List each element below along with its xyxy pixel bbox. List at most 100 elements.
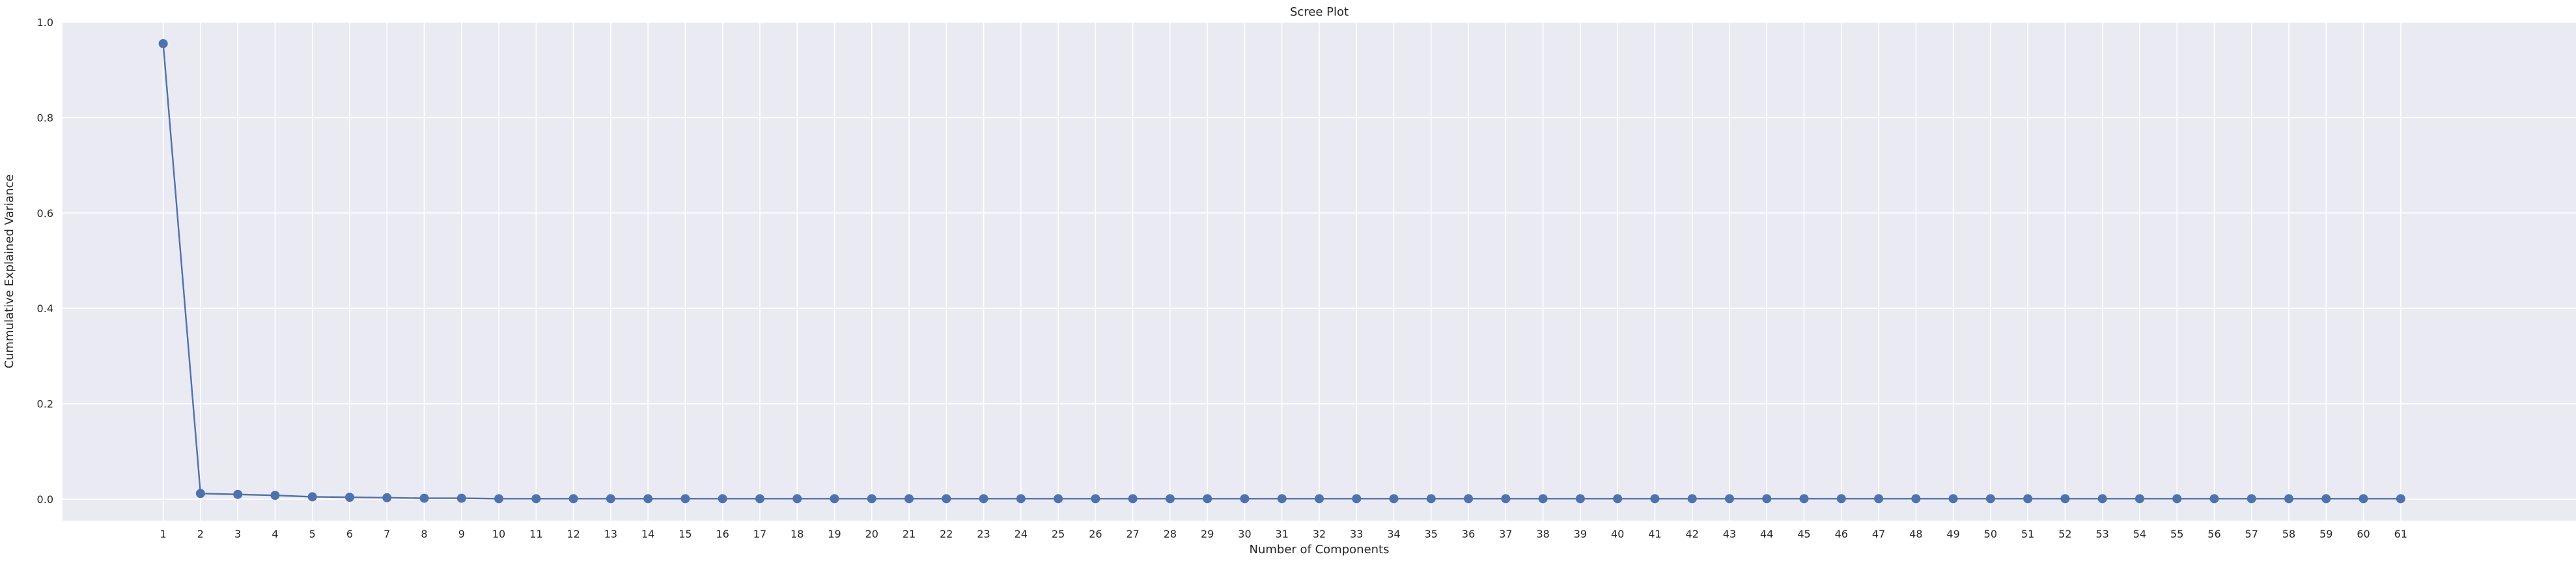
data-point — [904, 494, 914, 504]
data-point — [2172, 494, 2182, 504]
x-tick-label: 27 — [1126, 528, 1139, 540]
y-tick-label: 0.4 — [37, 302, 53, 315]
x-tick-label: 44 — [1760, 528, 1773, 540]
data-point — [979, 494, 988, 504]
x-tick-label: 36 — [1462, 528, 1475, 540]
data-point — [1240, 494, 1250, 504]
x-tick-label: 28 — [1164, 528, 1177, 540]
x-tick-label: 18 — [791, 528, 804, 540]
x-tick-label: 42 — [1686, 528, 1699, 540]
x-tick-label: 31 — [1276, 528, 1289, 540]
data-point — [2396, 494, 2405, 504]
x-tick-label: 1 — [160, 528, 167, 540]
data-point — [1985, 494, 1995, 504]
x-tick-label: 10 — [492, 528, 505, 540]
x-tick-label: 40 — [1611, 528, 1624, 540]
x-tick-label: 48 — [1909, 528, 1922, 540]
data-point — [1948, 494, 1958, 504]
x-tick-label: 6 — [346, 528, 353, 540]
x-tick-label: 16 — [716, 528, 729, 540]
data-point — [792, 494, 802, 504]
data-point — [2209, 494, 2219, 504]
x-tick-label: 45 — [1797, 528, 1810, 540]
data-point — [158, 38, 168, 48]
data-point — [195, 489, 205, 498]
series-layer — [158, 38, 2405, 504]
x-tick-label: 3 — [234, 528, 241, 540]
x-tick-label: 56 — [2207, 528, 2220, 540]
x-tick-label: 29 — [1201, 528, 1214, 540]
chart-title: Scree Plot — [1290, 5, 1349, 19]
data-point — [419, 493, 429, 503]
x-tick-label: 22 — [940, 528, 953, 540]
data-point — [1911, 494, 1921, 504]
x-tick-label: 38 — [1536, 528, 1549, 540]
data-point — [942, 494, 951, 504]
x-tick-label: 49 — [1946, 528, 1959, 540]
x-tick-label: 54 — [2133, 528, 2146, 540]
x-tick-label: 39 — [1574, 528, 1587, 540]
x-tick-label: 46 — [1835, 528, 1848, 540]
data-point — [1799, 494, 1809, 504]
data-point — [1836, 494, 1846, 504]
y-axis-label: Cummulative Explained Variance — [3, 175, 16, 369]
x-tick-label: 5 — [309, 528, 316, 540]
data-point — [531, 494, 541, 504]
data-point — [494, 494, 504, 504]
x-tick-label: 41 — [1648, 528, 1661, 540]
x-tick-label: 15 — [679, 528, 692, 540]
y-tick-labels: 0.0 0.2 0.4 0.6 0.8 1.0 — [37, 16, 53, 506]
data-point — [1762, 494, 1772, 504]
data-point — [1389, 494, 1399, 504]
x-tick-label: 60 — [2357, 528, 2370, 540]
grid-lines — [63, 22, 2576, 521]
x-axis-label: Number of Components — [1250, 543, 1390, 556]
data-point — [606, 494, 615, 504]
data-point — [568, 494, 578, 504]
y-tick-label: 0.8 — [37, 111, 53, 124]
x-tick-label: 17 — [753, 528, 766, 540]
x-tick-label: 32 — [1313, 528, 1326, 540]
data-point — [1277, 494, 1287, 504]
data-point — [1091, 494, 1100, 504]
data-point — [2097, 494, 2107, 504]
data-point — [2321, 494, 2331, 504]
x-tick-label: 58 — [2282, 528, 2295, 540]
data-point — [1165, 494, 1175, 504]
y-tick-label: 0.2 — [37, 398, 53, 411]
x-tick-label: 25 — [1052, 528, 1065, 540]
data-point — [1501, 494, 1511, 504]
data-point — [1613, 494, 1623, 504]
data-point — [1352, 494, 1362, 504]
data-point — [1575, 494, 1585, 504]
x-tick-label: 35 — [1425, 528, 1438, 540]
data-point — [2247, 494, 2256, 504]
data-point — [830, 494, 839, 504]
x-tick-label: 57 — [2245, 528, 2258, 540]
y-tick-label: 0.6 — [37, 207, 53, 220]
data-point — [2359, 494, 2368, 504]
x-tick-label: 23 — [977, 528, 990, 540]
data-point — [2060, 494, 2070, 504]
data-point — [270, 491, 280, 500]
x-tick-label: 37 — [1499, 528, 1512, 540]
x-tick-label: 11 — [529, 528, 542, 540]
data-point — [1538, 494, 1548, 504]
x-tick-label: 12 — [567, 528, 580, 540]
data-point — [1426, 494, 1436, 504]
data-point — [1128, 494, 1138, 504]
y-tick-label: 1.0 — [37, 16, 53, 29]
data-point — [1054, 494, 1063, 504]
data-point — [755, 494, 764, 504]
data-point — [2284, 494, 2294, 504]
x-tick-label: 30 — [1238, 528, 1251, 540]
data-point — [344, 493, 354, 502]
data-point — [2023, 494, 2033, 504]
data-point — [1874, 494, 1884, 504]
x-tick-label: 47 — [1872, 528, 1885, 540]
x-tick-label: 20 — [865, 528, 878, 540]
data-point — [1650, 494, 1660, 504]
x-tick-label: 51 — [2021, 528, 2034, 540]
x-tick-label: 2 — [197, 528, 204, 540]
